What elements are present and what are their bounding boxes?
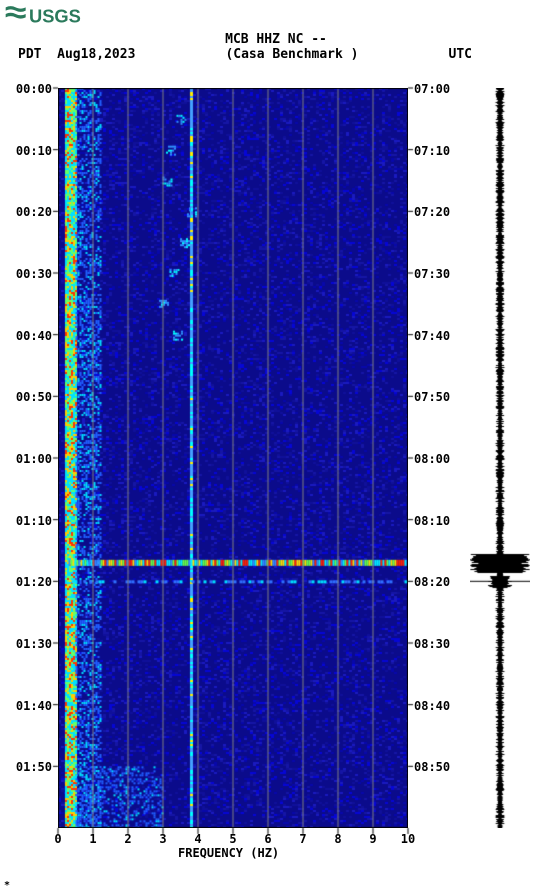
- tz-left: PDT: [18, 47, 41, 62]
- tz-right: UTC: [449, 47, 472, 62]
- spectrogram-canvas: [58, 88, 408, 828]
- right-tick: 08:20: [414, 575, 450, 589]
- right-tick: 07:20: [414, 205, 450, 219]
- right-tick: 08:50: [414, 760, 450, 774]
- x-axis-label: FREQUENCY (HZ): [178, 846, 279, 860]
- right-tick: 07:30: [414, 267, 450, 281]
- right-tick: 08:30: [414, 637, 450, 651]
- header-date: Aug18,2023: [57, 47, 135, 62]
- footer-glyph: *: [4, 880, 10, 891]
- x-tick: 8: [328, 832, 348, 846]
- x-tick: 2: [118, 832, 138, 846]
- svg-text:USGS: USGS: [29, 5, 81, 26]
- left-tick: 01:00: [4, 452, 52, 466]
- left-tick: 01:10: [4, 514, 52, 528]
- x-tick: 4: [188, 832, 208, 846]
- right-tick: 07:40: [414, 329, 450, 343]
- left-tick: 00:00: [4, 82, 52, 96]
- x-tick: 10: [398, 832, 418, 846]
- left-tick: 01:50: [4, 760, 52, 774]
- x-tick: 9: [363, 832, 383, 846]
- right-tick: 07:00: [414, 82, 450, 96]
- right-tick: 07:10: [414, 144, 450, 158]
- x-tick: 1: [83, 832, 103, 846]
- station-name: (Casa Benchmark ): [225, 47, 358, 62]
- left-tick: 01:30: [4, 637, 52, 651]
- right-tick: 08:00: [414, 452, 450, 466]
- x-tick: 5: [223, 832, 243, 846]
- left-tick: 00:50: [4, 390, 52, 404]
- station-line: MCB HHZ NC --: [0, 32, 552, 47]
- x-tick: 6: [258, 832, 278, 846]
- left-tick: 01:40: [4, 699, 52, 713]
- right-tick: 08:10: [414, 514, 450, 528]
- left-tick: 00:20: [4, 205, 52, 219]
- x-tick: 7: [293, 832, 313, 846]
- seismogram-trace: [470, 88, 530, 828]
- right-tick: 07:50: [414, 390, 450, 404]
- x-tick: 0: [48, 832, 68, 846]
- spectrogram-plot: [58, 88, 408, 828]
- usgs-logo: USGS: [4, 4, 104, 27]
- chart-header: MCB HHZ NC -- PDT Aug18,2023 (Casa Bench…: [0, 32, 552, 62]
- right-tick: 08:40: [414, 699, 450, 713]
- x-tick: 3: [153, 832, 173, 846]
- left-tick: 00:30: [4, 267, 52, 281]
- left-tick: 01:20: [4, 575, 52, 589]
- left-tick: 00:40: [4, 329, 52, 343]
- left-tick: 00:10: [4, 144, 52, 158]
